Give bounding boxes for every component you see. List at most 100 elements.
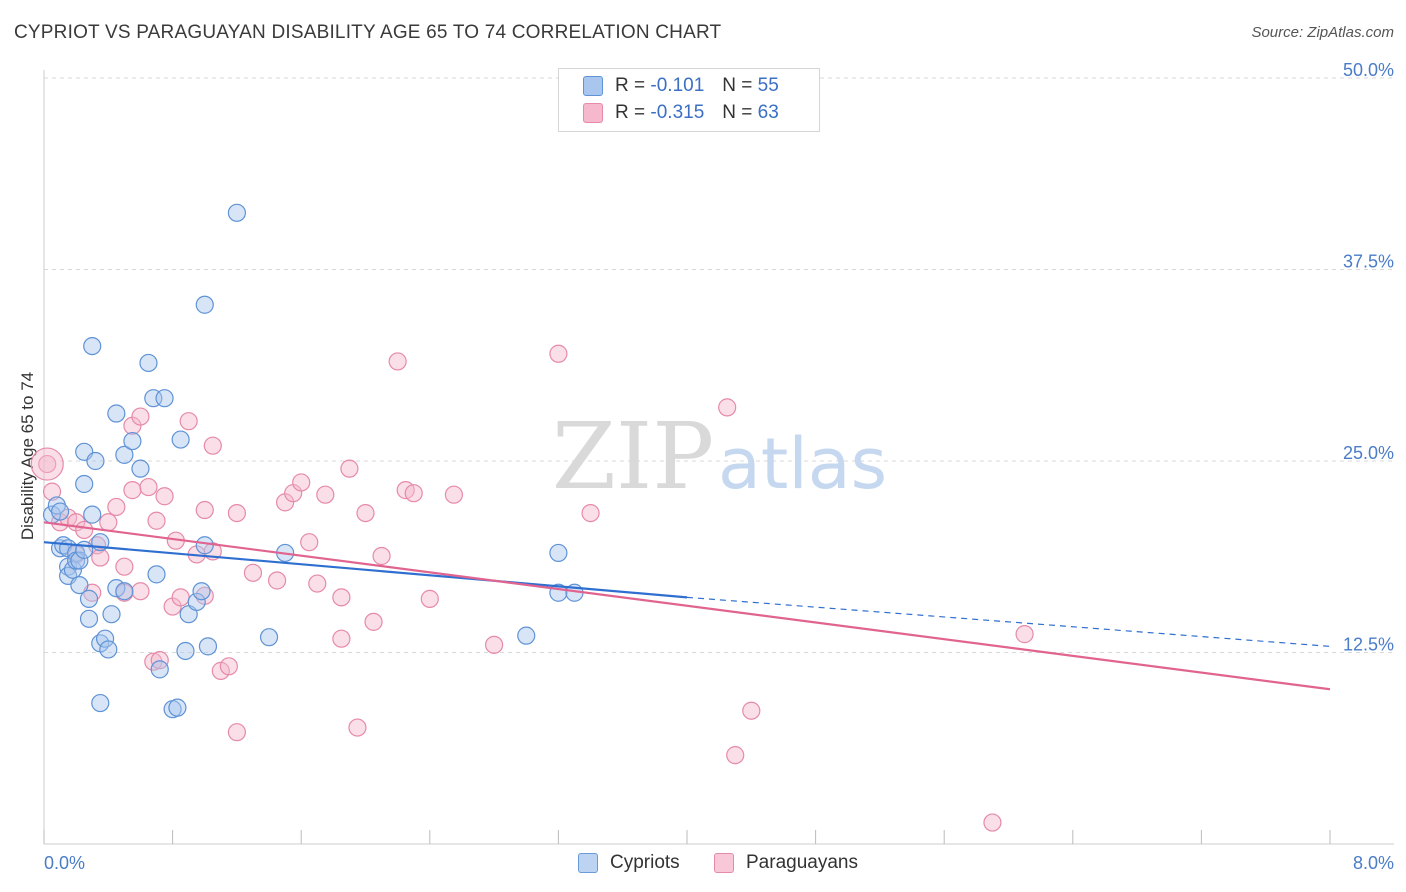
paraguayan-point[interactable] (742, 701, 761, 720)
cypriot-point[interactable] (91, 693, 110, 713)
paraguayan-point[interactable] (155, 487, 174, 506)
paraguayan-points (30, 344, 1034, 832)
paraguayan-point[interactable] (388, 352, 407, 371)
y-tick-label: 12.5% (1343, 635, 1394, 655)
cypriot-point[interactable] (187, 592, 206, 612)
paraguayan-point[interactable] (348, 718, 367, 737)
cypriot-point[interactable] (123, 431, 142, 451)
paraguayan-point[interactable] (107, 497, 126, 517)
paraguayan-point[interactable] (195, 500, 214, 520)
paraguayan-point[interactable] (726, 746, 745, 765)
paraguayan-point[interactable] (364, 612, 383, 631)
cypriot-point[interactable] (195, 536, 214, 555)
legend-item-cypriots[interactable]: Cypriots (578, 852, 680, 874)
cypriot-point[interactable] (150, 660, 169, 679)
paraguayan-point[interactable] (316, 485, 335, 504)
paraguayan-point[interactable] (227, 503, 246, 523)
paraguayan-point[interactable] (356, 503, 375, 523)
legend-n-label: N = (722, 75, 753, 96)
paraguayan-point[interactable] (179, 412, 198, 431)
cypriot-point[interactable] (168, 698, 187, 717)
cypriot-point[interactable] (147, 565, 166, 584)
cypriot-point[interactable] (83, 505, 102, 524)
trend-lines (43, 521, 1331, 691)
legend-r-label: R = (615, 102, 646, 123)
paraguayan-point[interactable] (42, 482, 62, 501)
cypriot-point[interactable] (139, 353, 158, 373)
paraguayan-point[interactable] (171, 588, 190, 607)
paraguayan-point[interactable] (300, 533, 319, 552)
paraguayan-point[interactable] (292, 473, 311, 492)
cypriot-point[interactable] (86, 451, 105, 471)
cypriot-point[interactable] (155, 389, 174, 408)
paraguayan-point[interactable] (150, 651, 169, 670)
cypriot-point[interactable] (115, 582, 134, 601)
legend-r-value: -0.315 (650, 102, 705, 123)
cypriot-swatch (583, 76, 603, 96)
cypriot-point[interactable] (75, 540, 94, 559)
paraguayan-point[interactable] (243, 563, 263, 582)
y-tick-label: 25.0% (1343, 443, 1394, 463)
paraguayan-point[interactable] (99, 513, 118, 532)
cypriot-point[interactable] (83, 337, 102, 356)
paraguayan-point[interactable] (372, 546, 391, 566)
paraguayan-point[interactable] (203, 436, 222, 455)
cypriot-point[interactable] (75, 474, 94, 494)
paraguayan-point[interactable] (38, 454, 57, 474)
cypriot-point[interactable] (227, 203, 246, 222)
paraguayan-point[interactable] (147, 511, 166, 530)
paraguayan-point[interactable] (581, 503, 600, 523)
cypriot-point[interactable] (95, 629, 115, 648)
paraguayan-point[interactable] (332, 588, 351, 607)
cypriot-point[interactable] (549, 543, 568, 563)
cypriot-point[interactable] (99, 640, 118, 659)
y-tick-label: 37.5% (1343, 252, 1394, 272)
paraguayan-point[interactable] (227, 723, 246, 742)
cypriot-point[interactable] (176, 641, 195, 661)
cypriot-swatch (578, 853, 598, 873)
paraguayan-point[interactable] (485, 635, 504, 654)
cypriot-point[interactable] (107, 404, 126, 423)
cypriot-point[interactable] (79, 589, 99, 608)
paraguayan-point[interactable] (267, 571, 287, 590)
cypriot-point[interactable] (115, 445, 134, 464)
cypriot-point[interactable] (259, 628, 279, 647)
paraguayan-point[interactable] (131, 582, 150, 601)
x-tick-label-min: 0.0% (44, 853, 85, 873)
paraguayan-point[interactable] (1015, 625, 1034, 644)
paraguayan-point[interactable] (332, 629, 351, 648)
cypriot-point[interactable] (70, 575, 89, 595)
paraguayan-point[interactable] (983, 813, 1002, 832)
paraguayan-point[interactable] (340, 459, 359, 478)
paraguayan-point[interactable] (139, 477, 158, 497)
legend-item-paraguayans[interactable]: Paraguayans (714, 852, 858, 874)
paraguayan-point[interactable] (91, 548, 110, 567)
paraguayan-point[interactable] (308, 574, 327, 593)
paraguayan-point[interactable] (75, 520, 94, 540)
paraguayan-point[interactable] (718, 398, 737, 417)
legend-r-label: R = (615, 75, 646, 96)
legend-row-paraguayans: R = -0.315 N = 63 (583, 100, 779, 126)
legend-label-cypriots: Cypriots (610, 852, 680, 873)
cypriot-point[interactable] (70, 551, 89, 570)
paraguayan-point[interactable] (404, 484, 423, 503)
cypriot-point[interactable] (517, 626, 536, 645)
cypriot-point[interactable] (102, 605, 121, 624)
cypriot-point[interactable] (198, 637, 218, 656)
paraguayan-point[interactable] (123, 481, 142, 500)
cypriot-point[interactable] (192, 582, 211, 601)
paraguayan-point[interactable] (444, 485, 464, 504)
paraguayan-point[interactable] (131, 407, 150, 426)
cypriot-point[interactable] (195, 295, 214, 314)
cypriot-point[interactable] (171, 430, 190, 449)
cypriot-point[interactable] (79, 609, 99, 628)
paraguayan-point[interactable] (115, 557, 134, 576)
paraguayan-point-large[interactable] (30, 447, 64, 481)
y-axis-label: Disability Age 65 to 74 (18, 372, 37, 540)
cypriot-point[interactable] (50, 502, 70, 521)
paraguayan-point[interactable] (549, 344, 568, 363)
paraguayan-point[interactable] (219, 657, 238, 676)
cypriot-point[interactable] (131, 459, 150, 478)
paraguayan-point[interactable] (420, 589, 439, 608)
